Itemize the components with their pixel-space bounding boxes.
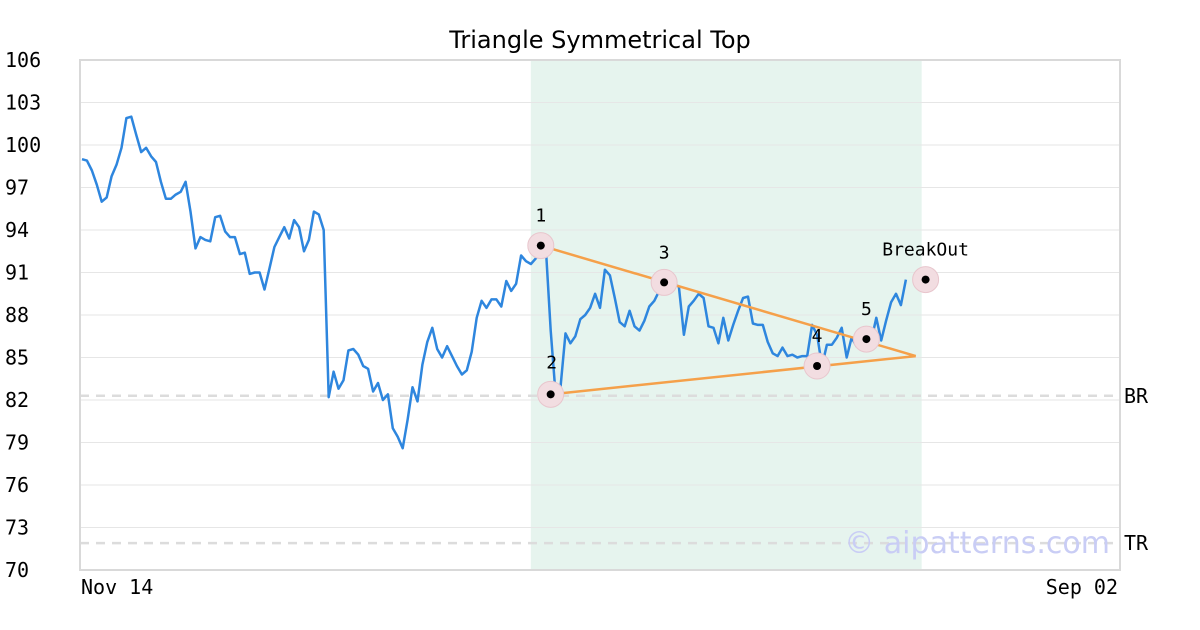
x-tick-start: Nov 14: [81, 575, 153, 599]
triangle-trendline-lower: [550, 354, 916, 396]
y-tick-label: 70: [5, 558, 29, 582]
reference-label-tr: TR: [1124, 531, 1149, 555]
chart-title: Triangle Symmetrical Top: [448, 26, 751, 54]
pattern-point-label: 4: [812, 326, 823, 347]
pattern-point-marker: [813, 362, 822, 370]
y-tick-label: 88: [5, 303, 29, 327]
pattern-point-marker: [546, 390, 555, 399]
y-tick-label: 97: [5, 176, 29, 200]
pattern-point-label: 5: [861, 299, 872, 320]
y-tick-label: 82: [5, 388, 29, 412]
y-tick-label: 79: [5, 431, 29, 455]
y-tick-label: 73: [5, 516, 29, 540]
y-tick-label: 76: [5, 473, 29, 497]
pattern-point-label: 1: [535, 206, 546, 227]
pattern-point-label: 3: [659, 242, 670, 263]
pattern-point-marker: [862, 335, 871, 344]
reference-label-br: BR: [1124, 384, 1149, 408]
y-tick-label: 91: [5, 261, 29, 285]
watermark: © aipatterns.com: [844, 526, 1110, 561]
plot-frame: [79, 59, 1121, 571]
x-tick-end: Sep 02: [1046, 575, 1118, 599]
pattern-point-label: 2: [546, 352, 557, 373]
y-tick-label: 100: [5, 133, 41, 157]
y-tick-label: 94: [5, 218, 29, 242]
price-series-line: [81, 115, 908, 450]
pattern-point-marker: [536, 241, 545, 250]
pattern-point-label: BreakOut: [882, 240, 969, 261]
pattern-point-marker: [921, 275, 930, 284]
y-tick-label: 103: [5, 91, 41, 115]
y-tick-label: 85: [5, 346, 29, 370]
pattern-point-marker: [660, 278, 669, 287]
y-tick-label: 106: [5, 48, 41, 72]
